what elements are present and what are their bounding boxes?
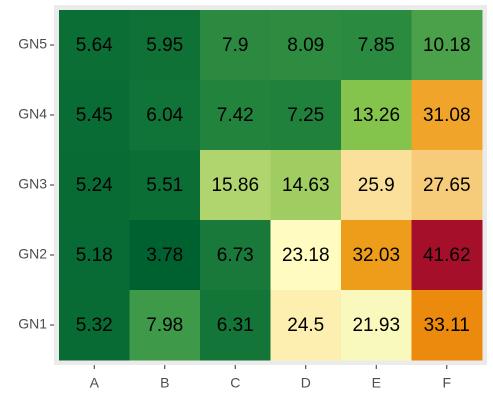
x-tick-label: E [372,375,381,391]
cell-value-label: 23.18 [282,245,330,266]
cell-value-label: 6.73 [217,245,254,266]
cell-value-label: 8.09 [287,35,324,56]
cell-value-label: 3.78 [146,245,183,266]
heat-cell [200,150,271,221]
cell-value-label: 27.65 [423,175,471,196]
heat-cell [270,150,342,221]
heat-cell [129,290,201,361]
heat-cell [270,220,342,291]
cell-value-label: 5.32 [76,315,113,336]
heat-cell [411,290,483,361]
cell-value-label: 7.42 [217,105,254,126]
cell-value-label: 7.98 [146,315,183,336]
cell-value-label: 7.25 [287,105,324,126]
heat-cell [200,10,271,81]
heat-cell [270,290,342,361]
cell-value-label: 7.85 [358,35,395,56]
cell-value-label: 15.86 [211,175,259,196]
cell-value-label: 5.64 [76,35,113,56]
cell-value-label: 32.03 [352,245,400,266]
cell-value-label: 41.62 [423,245,471,266]
cell-value-label: 25.9 [358,175,395,196]
cell-value-label: 14.63 [282,175,330,196]
cell-value-label: 5.18 [76,245,113,266]
cell-value-label: 24.5 [287,315,324,336]
cell-value-label: 31.08 [423,105,471,126]
cell-value-label: 7.9 [222,35,248,56]
cell-value-label: 13.26 [352,105,400,126]
y-tick-label: GN2 [18,246,47,262]
x-tick-label: C [230,375,240,391]
cell-value-label: 6.31 [217,315,254,336]
heat-cell [341,220,412,291]
heat-cell [59,150,130,221]
cell-value-label: 6.04 [146,105,183,126]
heat-cell [59,10,130,81]
heat-cell [341,80,412,151]
heat-cell [411,220,483,291]
heat-cell [200,290,271,361]
heat-cell [59,220,130,291]
heat-cell [200,80,271,151]
y-tick-label: GN1 [18,316,47,332]
y-tick-label: GN5 [18,36,47,52]
cell-value-label: 5.45 [76,105,113,126]
heat-cell [341,290,412,361]
x-tick-label: D [301,375,311,391]
heat-cell [59,290,130,361]
heat-cell [411,150,483,221]
cell-value-label: 5.24 [76,175,113,196]
x-tick-label: B [160,375,169,391]
cell-value-label: 21.93 [352,315,400,336]
heat-cell [129,150,201,221]
cell-value-label: 5.95 [146,35,183,56]
y-tick-label: GN3 [18,176,47,192]
heat-cell [341,10,412,81]
heat-cell [411,10,483,81]
y-tick-label: GN4 [18,106,47,122]
heat-cell [270,10,342,81]
cell-value-label: 5.51 [146,175,183,196]
cell-value-label: 10.18 [423,35,471,56]
heat-cell [129,80,201,151]
heat-cell [341,150,412,221]
heat-cell [411,80,483,151]
x-tick-label: F [442,375,451,391]
heat-cell [59,80,130,151]
heat-cell [129,220,201,291]
heat-cell [129,10,201,81]
cell-value-label: 33.11 [424,315,470,336]
heat-cell [270,80,342,151]
x-tick-label: A [90,375,100,391]
heat-cell [200,220,271,291]
